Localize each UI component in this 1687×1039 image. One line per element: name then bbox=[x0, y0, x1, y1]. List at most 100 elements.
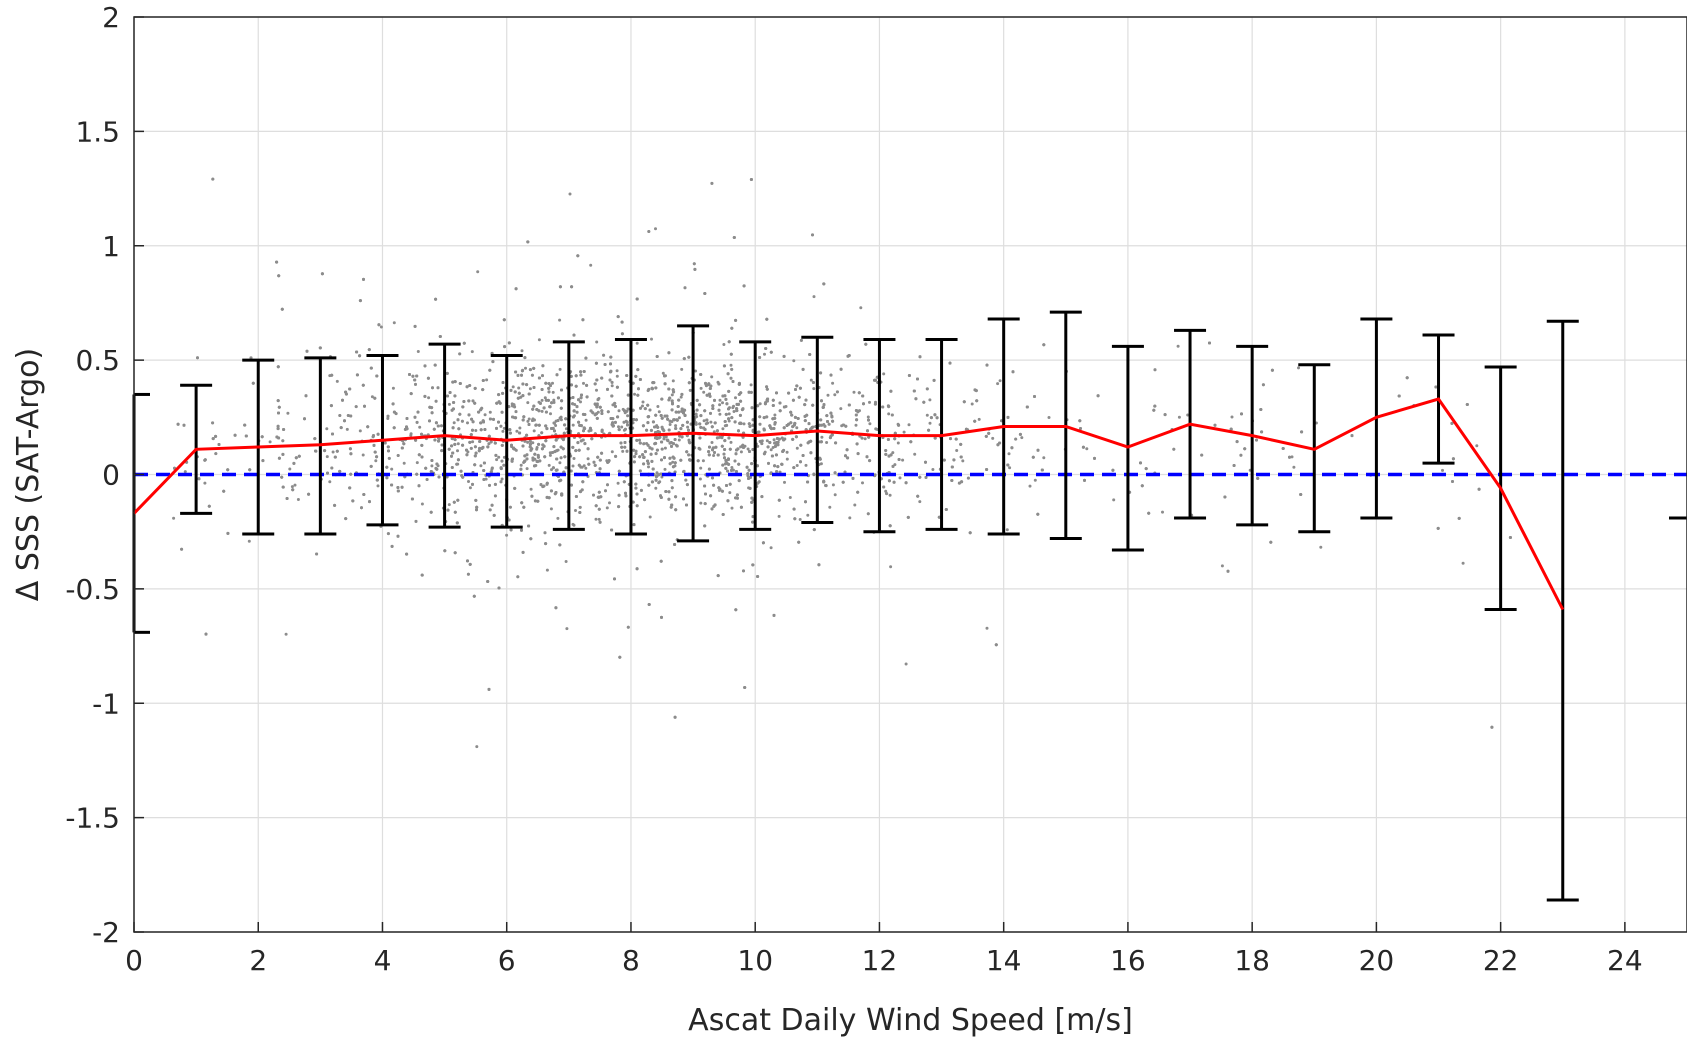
scatter-point bbox=[516, 575, 520, 579]
scatter-point bbox=[638, 438, 641, 442]
scatter-point bbox=[615, 374, 619, 378]
scatter-point bbox=[571, 445, 575, 449]
scatter-point bbox=[646, 415, 650, 419]
scatter-point bbox=[952, 458, 956, 462]
scatter-point bbox=[968, 531, 972, 535]
scatter-point bbox=[579, 490, 582, 494]
scatter-point bbox=[286, 411, 290, 415]
scatter-point bbox=[804, 500, 807, 504]
scatter-point bbox=[660, 458, 663, 462]
scatter-point bbox=[564, 417, 568, 421]
scatter-point bbox=[729, 376, 733, 380]
scatter-point bbox=[565, 627, 569, 631]
scatter-point bbox=[354, 405, 358, 409]
scatter-point bbox=[680, 409, 684, 413]
scatter-point bbox=[474, 498, 478, 502]
scatter-point bbox=[595, 405, 599, 409]
scatter-point bbox=[543, 531, 547, 535]
scatter-point bbox=[540, 388, 544, 391]
scatter-point bbox=[847, 403, 851, 407]
scatter-point bbox=[1014, 437, 1018, 441]
scatter-point bbox=[737, 429, 740, 433]
scatter-point bbox=[670, 393, 674, 397]
scatter-point bbox=[447, 503, 451, 507]
scatter-point bbox=[544, 542, 548, 546]
y-tick-label: -1 bbox=[92, 687, 120, 720]
scatter-point bbox=[1269, 540, 1273, 544]
scatter-point bbox=[819, 440, 823, 444]
scatter-point bbox=[839, 367, 843, 371]
scatter-point bbox=[561, 447, 565, 451]
scatter-point bbox=[904, 481, 908, 485]
scatter-point bbox=[765, 385, 769, 389]
scatter-point bbox=[373, 450, 377, 454]
scatter-point bbox=[196, 356, 199, 360]
scatter-point bbox=[739, 505, 743, 509]
scatter-point bbox=[554, 438, 558, 442]
scatter-point bbox=[349, 414, 353, 418]
scatter-point bbox=[632, 523, 636, 527]
scatter-point bbox=[1239, 453, 1243, 457]
scatter-point bbox=[423, 394, 427, 398]
scatter-point bbox=[436, 424, 440, 428]
scatter-point bbox=[579, 373, 583, 377]
scatter-point bbox=[429, 470, 433, 473]
scatter-point bbox=[474, 429, 478, 432]
scatter-point bbox=[226, 531, 230, 535]
scatter-point bbox=[696, 459, 700, 463]
scatter-point bbox=[715, 436, 719, 440]
scatter-point bbox=[408, 373, 411, 376]
scatter-point bbox=[727, 462, 731, 466]
scatter-point bbox=[635, 567, 639, 571]
scatter-point bbox=[873, 378, 877, 382]
scatter-point bbox=[543, 455, 547, 459]
scatter-point bbox=[477, 449, 481, 453]
scatter-point bbox=[513, 390, 517, 394]
scatter-point bbox=[476, 270, 480, 274]
scatter-point bbox=[526, 240, 530, 244]
scatter-point bbox=[891, 451, 895, 455]
scatter-point bbox=[663, 414, 667, 418]
scatter-point bbox=[656, 425, 660, 429]
scatter-point bbox=[785, 457, 789, 461]
scatter-point bbox=[639, 406, 642, 410]
scatter-point bbox=[1047, 416, 1051, 419]
scatter-point bbox=[375, 455, 379, 459]
scatter-point bbox=[866, 429, 869, 433]
scatter-point bbox=[841, 423, 845, 427]
scatter-point bbox=[867, 418, 870, 422]
scatter-point bbox=[330, 466, 334, 470]
scatter-point bbox=[712, 430, 716, 434]
scatter-point bbox=[960, 480, 964, 484]
scatter-point bbox=[812, 387, 816, 391]
scatter-point bbox=[470, 350, 474, 354]
scatter-point bbox=[673, 461, 677, 465]
scatter-point bbox=[482, 461, 486, 465]
scatter-point bbox=[730, 326, 734, 330]
y-tick-label: 1.5 bbox=[75, 115, 120, 148]
scatter-point bbox=[481, 445, 485, 449]
scatter-point bbox=[606, 410, 610, 414]
scatter-point bbox=[386, 532, 390, 536]
scatter-point bbox=[654, 227, 657, 231]
scatter-point bbox=[807, 422, 811, 426]
x-tick-label: 6 bbox=[498, 944, 516, 977]
scatter-point bbox=[600, 376, 604, 380]
scatter-point bbox=[884, 449, 888, 452]
scatter-point bbox=[677, 398, 681, 402]
scatter-point bbox=[670, 444, 673, 448]
scatter-point bbox=[708, 445, 711, 449]
scatter-point bbox=[771, 398, 775, 402]
scatter-point bbox=[659, 559, 663, 563]
scatter-point bbox=[676, 405, 680, 408]
scatter-point bbox=[847, 354, 851, 357]
scatter-point bbox=[385, 476, 389, 480]
scatter-point bbox=[281, 485, 285, 489]
scatter-point bbox=[822, 480, 826, 484]
scatter-point bbox=[756, 575, 760, 578]
scatter-point bbox=[1111, 468, 1115, 472]
scatter-point bbox=[518, 426, 522, 430]
scatter-point bbox=[782, 405, 786, 409]
scatter-point bbox=[792, 507, 796, 511]
scatter-point bbox=[282, 428, 286, 431]
